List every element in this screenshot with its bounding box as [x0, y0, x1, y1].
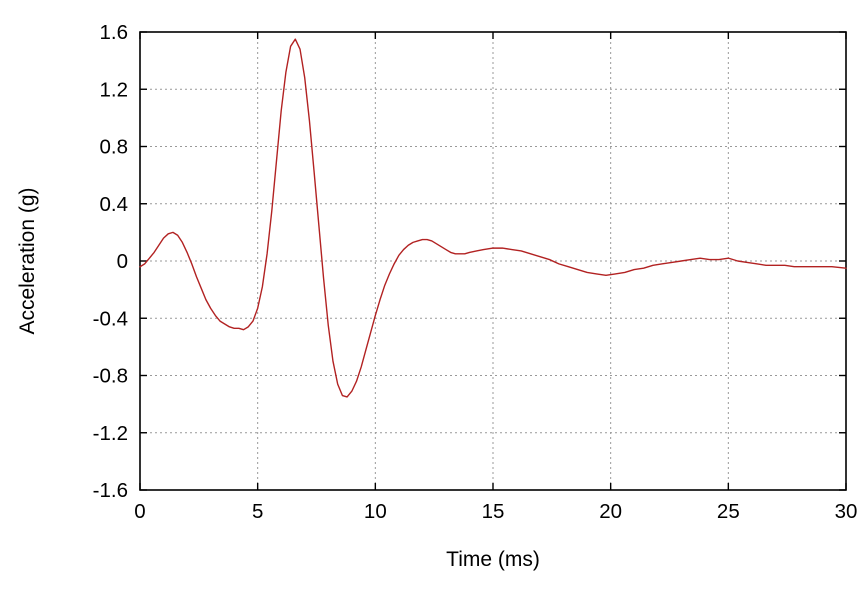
x-axis-title: Time (ms)	[446, 548, 540, 571]
x-tick-label: 15	[482, 500, 505, 523]
data-series-line	[139, 38, 847, 398]
y-tick-label: -0.4	[93, 307, 128, 330]
y-tick-label: 1.2	[100, 78, 129, 101]
x-tick-label: 5	[252, 500, 263, 523]
y-tick-label: 0	[117, 250, 128, 273]
y-tick-label: -0.8	[93, 365, 128, 388]
y-tick-label: 0.4	[100, 193, 129, 216]
y-tick-label: 1.6	[100, 21, 129, 44]
x-tick-label: 10	[364, 500, 387, 523]
x-tick-label: 30	[835, 500, 858, 523]
x-tick-label: 20	[599, 500, 622, 523]
y-axis-title: Acceleration (g)	[16, 187, 39, 335]
x-tick-label: 25	[717, 500, 740, 523]
x-tick-label: 0	[134, 500, 145, 523]
y-tick-label: 0.8	[100, 136, 129, 159]
y-tick-label: -1.2	[93, 422, 128, 445]
y-tick-label: -1.6	[93, 479, 128, 502]
